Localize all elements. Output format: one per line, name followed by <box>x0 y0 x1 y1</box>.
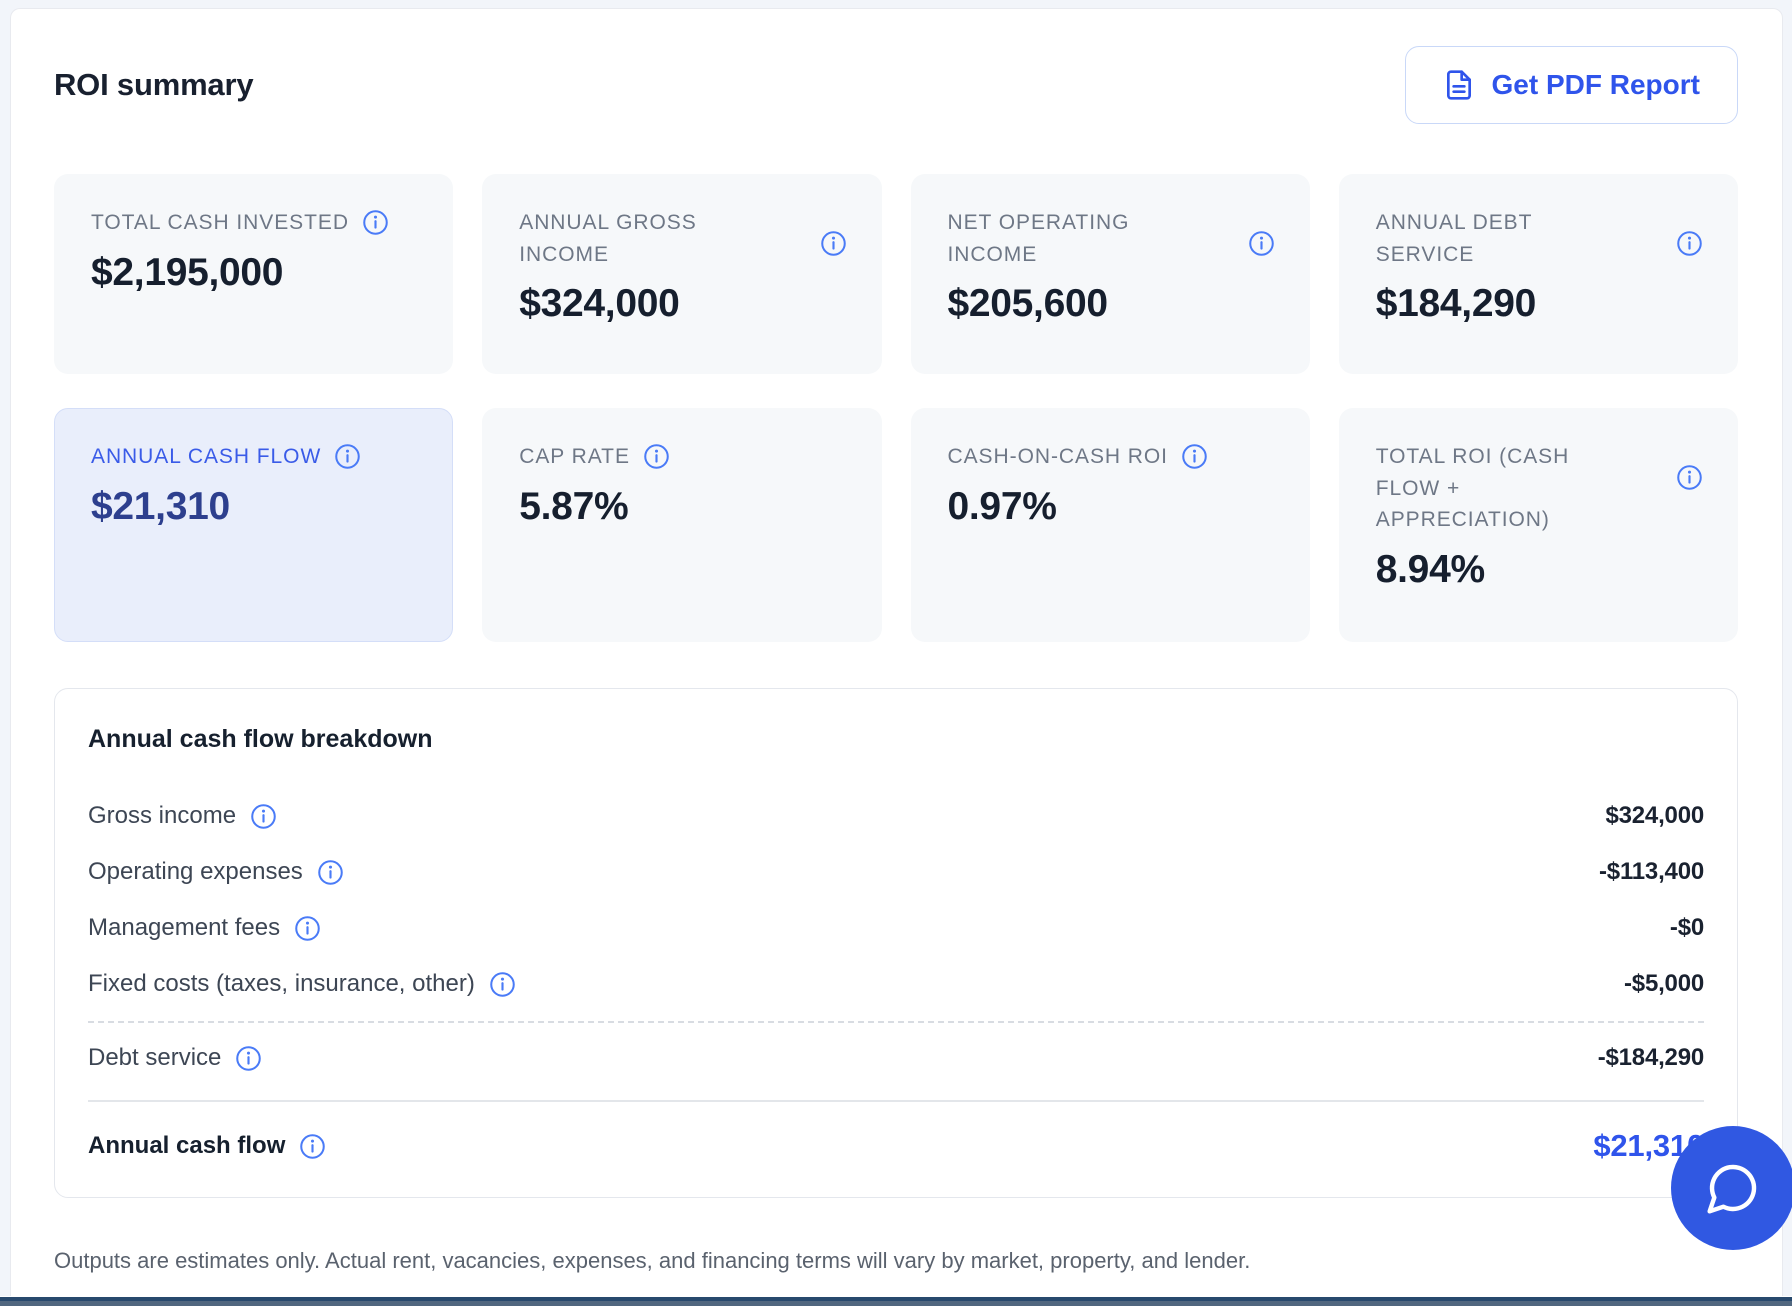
metric-card-annual-debt-service[interactable]: ANNUAL DEBT SERVICE $184,290 <box>1338 174 1738 374</box>
breakdown-row-management-fees: Management fees -$0 <box>88 900 1704 956</box>
chat-widget-button[interactable] <box>1671 1126 1792 1250</box>
info-icon[interactable] <box>317 859 344 886</box>
cash-flow-breakdown-panel: Annual cash flow breakdown Gross income … <box>54 688 1738 1198</box>
metric-value: $184,290 <box>1375 282 1537 325</box>
solid-divider <box>88 1100 1704 1102</box>
metric-value: $205,600 <box>947 282 1109 325</box>
roi-summary-card: ROI summary Get PDF Report TOTAL CASH IN… <box>10 8 1783 1306</box>
info-icon[interactable] <box>235 1045 262 1072</box>
header: ROI summary Get PDF Report <box>54 46 1738 124</box>
metric-label-row: ANNUAL CASH FLOW <box>91 441 416 473</box>
info-icon[interactable] <box>1248 230 1275 257</box>
info-icon[interactable] <box>294 915 321 942</box>
dashed-divider <box>88 1021 1704 1023</box>
get-pdf-report-label: Get PDF Report <box>1491 69 1700 100</box>
metric-label: TOTAL ROI (CASH FLOW + APPRECIATION) <box>1375 445 1570 531</box>
metric-label: ANNUAL DEBT SERVICE <box>1375 211 1533 266</box>
metric-value: 8.94% <box>1375 547 1485 591</box>
info-icon[interactable] <box>820 230 847 257</box>
metrics-grid: TOTAL CASH INVESTED $2,195,000 ANNUAL GR… <box>54 174 1738 642</box>
metric-card-annual-cash-flow[interactable]: ANNUAL CASH FLOW $21,310 <box>54 408 454 642</box>
row-label: Operating expenses <box>88 858 303 885</box>
metric-card-cap-rate[interactable]: CAP RATE 5.87% <box>482 408 882 642</box>
info-icon[interactable] <box>643 443 670 470</box>
metric-label-row: CAP RATE <box>519 441 844 473</box>
metric-value: 5.87% <box>519 484 629 528</box>
metric-label-row: ANNUAL GROSS INCOME <box>519 207 847 270</box>
metric-label: NET OPERATING INCOME <box>947 211 1130 266</box>
breakdown-row-annual-cash-flow-total: Annual cash flow $21,310 <box>88 1111 1704 1181</box>
row-label: Gross income <box>88 802 237 829</box>
disclaimer-text: Outputs are estimates only. Actual rent,… <box>54 1248 1251 1273</box>
info-icon[interactable] <box>250 803 277 830</box>
row-value: -$5,000 <box>1624 970 1704 997</box>
info-icon[interactable] <box>334 443 361 470</box>
breakdown-title: Annual cash flow breakdown <box>88 725 433 753</box>
row-value: -$0 <box>1669 914 1704 941</box>
metric-label-row: NET OPERATING INCOME <box>947 207 1275 270</box>
metric-label-row: TOTAL CASH INVESTED <box>91 207 416 239</box>
metric-label-row: TOTAL ROI (CASH FLOW + APPRECIATION) <box>1375 441 1703 536</box>
info-icon[interactable] <box>1181 443 1208 470</box>
metric-label-row: ANNUAL DEBT SERVICE <box>1375 207 1703 270</box>
page-title: ROI summary <box>54 67 254 102</box>
get-pdf-report-button[interactable]: Get PDF Report <box>1404 46 1738 124</box>
chat-bubble-icon <box>1705 1160 1761 1216</box>
metric-card-cash-on-cash-roi[interactable]: CASH-ON-CASH ROI 0.97% <box>910 408 1310 642</box>
metric-value: 0.97% <box>947 484 1057 528</box>
breakdown-rows: Gross income $324,000 Operating expenses… <box>88 788 1704 1181</box>
row-label: Management fees <box>88 914 281 941</box>
row-value: -$184,290 <box>1597 1044 1704 1071</box>
row-label: Annual cash flow <box>88 1132 286 1159</box>
metric-label-row: CASH-ON-CASH ROI <box>948 441 1273 473</box>
info-icon[interactable] <box>299 1133 326 1160</box>
info-icon[interactable] <box>489 971 516 998</box>
metric-label: CASH-ON-CASH ROI <box>947 445 1168 468</box>
metric-label: TOTAL CASH INVESTED <box>91 211 349 234</box>
metric-label: CAP RATE <box>519 445 630 468</box>
file-text-icon <box>1443 69 1475 101</box>
metric-card-net-operating-income[interactable]: NET OPERATING INCOME $205,600 <box>910 174 1310 374</box>
breakdown-row-debt-service: Debt service -$184,290 <box>88 1030 1704 1086</box>
info-icon[interactable] <box>1676 464 1703 491</box>
row-label: Fixed costs (taxes, insurance, other) <box>88 970 475 997</box>
info-icon[interactable] <box>1676 230 1703 257</box>
row-value: $324,000 <box>1605 802 1704 829</box>
metric-label: ANNUAL GROSS INCOME <box>519 211 697 266</box>
metric-card-annual-gross-income[interactable]: ANNUAL GROSS INCOME $324,000 <box>482 174 882 374</box>
info-icon[interactable] <box>362 209 389 236</box>
metric-card-total-cash-invested[interactable]: TOTAL CASH INVESTED $2,195,000 <box>54 174 454 374</box>
metric-card-total-roi[interactable]: TOTAL ROI (CASH FLOW + APPRECIATION) 8.9… <box>1338 408 1738 642</box>
breakdown-row-operating-expenses: Operating expenses -$113,400 <box>88 844 1704 900</box>
bottom-edge-strip <box>0 1296 1792 1306</box>
metric-value: $324,000 <box>519 282 680 325</box>
breakdown-row-fixed-costs: Fixed costs (taxes, insurance, other) -$… <box>88 956 1704 1012</box>
metric-value: $21,310 <box>91 484 230 528</box>
metric-label: ANNUAL CASH FLOW <box>91 445 322 468</box>
metric-value: $2,195,000 <box>91 250 284 294</box>
breakdown-row-gross-income: Gross income $324,000 <box>88 788 1704 844</box>
row-value: -$113,400 <box>1599 858 1704 885</box>
row-label: Debt service <box>88 1044 222 1071</box>
